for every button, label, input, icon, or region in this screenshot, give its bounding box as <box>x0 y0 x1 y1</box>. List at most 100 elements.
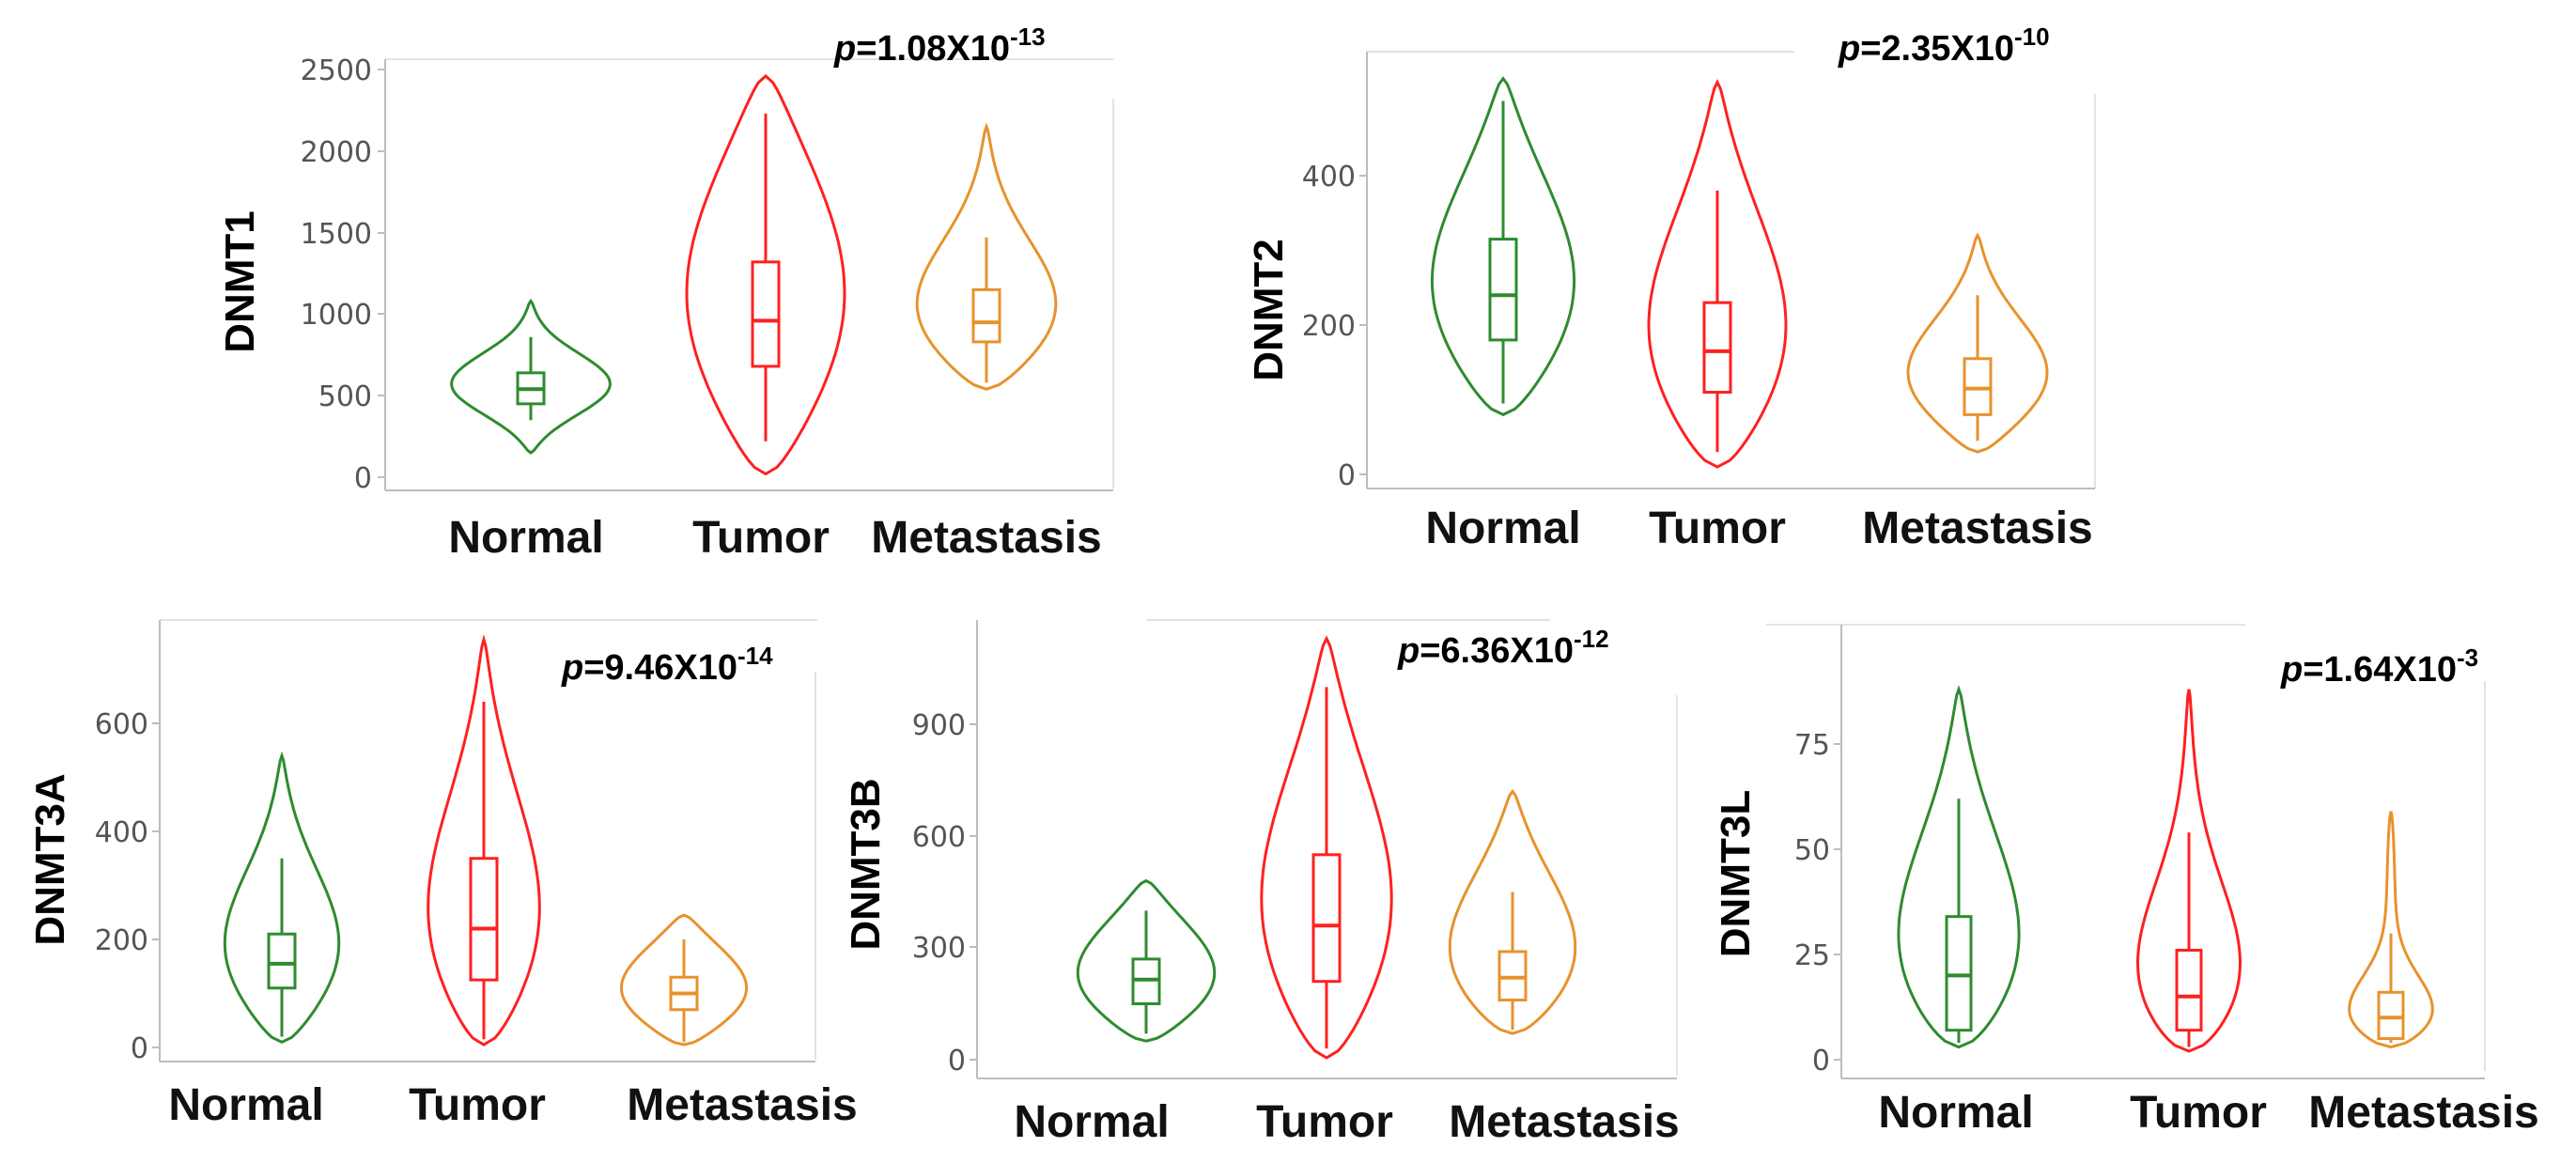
y-tick-label: 25 <box>1794 939 1830 972</box>
p-value: p=9.46X10-14 <box>561 642 773 688</box>
y-tick-600: 600 <box>95 708 160 741</box>
x-tick-label-normal: Normal <box>1014 1097 1169 1147</box>
violin-normal <box>223 751 341 1044</box>
y-tick-50: 50 <box>1794 834 1841 867</box>
panel-dnmt3l: DNMT3L p=1.64X10-3 0 25 50 75 Normal Tum… <box>1713 624 2539 1138</box>
p-value-number: =9.46X10 <box>583 648 737 688</box>
y-tick-label: 50 <box>1794 834 1830 867</box>
p-value: p=1.64X10-3 <box>2280 644 2478 690</box>
y-tick-0: 0 <box>131 1032 160 1065</box>
y-tick-400: 400 <box>95 816 160 849</box>
y-tick-label: 75 <box>1794 729 1830 762</box>
violin-body <box>619 913 749 1047</box>
y-tick-25: 25 <box>1794 939 1841 972</box>
iqr-box <box>469 857 499 982</box>
violin-normal <box>1430 76 1576 417</box>
x-tick-label-metastasis: Metastasis <box>871 513 1101 563</box>
x-tick-label-metastasis: Metastasis <box>1862 504 2092 553</box>
violin-normal <box>1897 685 2021 1049</box>
y-tick-1500: 1500 <box>301 218 385 251</box>
y-tick-label: 0 <box>1812 1045 1830 1078</box>
violin-tumor <box>427 634 541 1047</box>
violin-metastasis <box>915 122 1058 391</box>
y-tick-label: 2500 <box>301 54 372 87</box>
y-tick-label: 400 <box>1302 161 1356 194</box>
violin-body <box>915 122 1058 391</box>
y-tick-200: 200 <box>95 924 160 957</box>
p-symbol: p <box>2280 650 2303 690</box>
p-value-exponent: -12 <box>1574 625 1609 653</box>
y-tick-label: 900 <box>912 709 966 742</box>
iqr-box <box>1311 853 1342 984</box>
iqr-box <box>1945 915 1973 1032</box>
iqr-box <box>2377 990 2405 1041</box>
violin-tumor <box>2135 689 2242 1053</box>
x-tick-label-tumor: Tumor <box>1256 1097 1393 1147</box>
p-value-exponent: -10 <box>2014 23 2050 51</box>
violin-body <box>1430 76 1576 417</box>
violin-tumor <box>685 73 846 476</box>
violin-body <box>1647 79 1788 469</box>
y-tick-label: 2000 <box>301 136 372 169</box>
y-tick-200: 200 <box>1302 310 1367 343</box>
y-tick-0: 0 <box>948 1045 977 1078</box>
violin-body <box>1906 232 2049 454</box>
violin-body <box>223 751 341 1044</box>
p-value: p=1.08X10-13 <box>833 23 1046 69</box>
p-value-number: =2.35X10 <box>1860 29 2014 69</box>
violin-body <box>450 298 612 455</box>
p-value-exponent: -13 <box>1010 23 1046 51</box>
iqr-box <box>1488 238 1518 342</box>
violin-body <box>2135 689 2242 1053</box>
violin-normal <box>450 298 612 455</box>
y-tick-label: 0 <box>131 1032 148 1065</box>
violin-body <box>1076 878 1217 1043</box>
y-tick-label: 0 <box>948 1045 966 1078</box>
y-tick-2000: 2000 <box>301 136 385 169</box>
iqr-box <box>971 287 1001 344</box>
violin-tumor <box>1647 79 1788 469</box>
y-tick-0: 0 <box>1338 459 1367 492</box>
iqr-box <box>1702 301 1732 395</box>
y-tick-500: 500 <box>318 380 385 413</box>
violin-metastasis <box>619 913 749 1047</box>
p-symbol: p <box>1838 29 1860 69</box>
violin-body <box>427 634 541 1047</box>
x-tick-label-normal: Normal <box>1878 1088 2033 1138</box>
x-tick-label-metastasis: Metastasis <box>627 1080 857 1130</box>
iqr-box <box>267 932 297 990</box>
panel-dnmt2: DNMT2 p=2.35X10-10 0 200 400 Normal Tumo… <box>1246 23 2096 553</box>
y-tick-label: 300 <box>912 932 966 965</box>
y-tick-0: 0 <box>1812 1045 1841 1078</box>
y-axis-label: DNMT2 <box>1246 239 1292 381</box>
iqr-box <box>2175 949 2203 1032</box>
p-value-number: =1.64X10 <box>2303 650 2457 690</box>
y-tick-900: 900 <box>912 709 977 742</box>
panel-dnmt3a: DNMT3A p=9.46X10-14 0 200 400 600 Normal… <box>27 619 858 1130</box>
y-axis-label: DNMT3B <box>843 778 889 950</box>
y-axis-label: DNMT1 <box>217 210 263 353</box>
p-value: p=2.35X10-10 <box>1838 23 2050 69</box>
x-tick-label-normal: Normal <box>168 1080 323 1130</box>
p-symbol: p <box>833 29 856 69</box>
p-symbol: p <box>1397 631 1420 671</box>
y-tick-label: 0 <box>354 462 372 495</box>
iqr-box <box>751 260 781 368</box>
y-tick-300: 300 <box>912 932 977 965</box>
y-tick-label: 600 <box>912 821 966 854</box>
x-tick-label-tumor: Tumor <box>1649 504 1786 553</box>
x-tick-label-tumor: Tumor <box>409 1080 546 1130</box>
y-tick-label: 200 <box>1302 310 1356 343</box>
violin-body <box>1448 788 1577 1035</box>
y-tick-label: 0 <box>1338 459 1356 492</box>
y-tick-label: 1500 <box>301 218 372 251</box>
violin-metastasis <box>2348 811 2434 1049</box>
violin-body <box>685 73 846 476</box>
p-value-number: =6.36X10 <box>1420 631 1574 671</box>
y-tick-0: 0 <box>354 462 385 495</box>
violin-tumor <box>1260 635 1393 1060</box>
violin-metastasis <box>1906 232 2049 454</box>
p-value: p=6.36X10-12 <box>1397 625 1609 671</box>
y-tick-400: 400 <box>1302 161 1367 194</box>
x-tick-label-normal: Normal <box>1425 504 1580 553</box>
